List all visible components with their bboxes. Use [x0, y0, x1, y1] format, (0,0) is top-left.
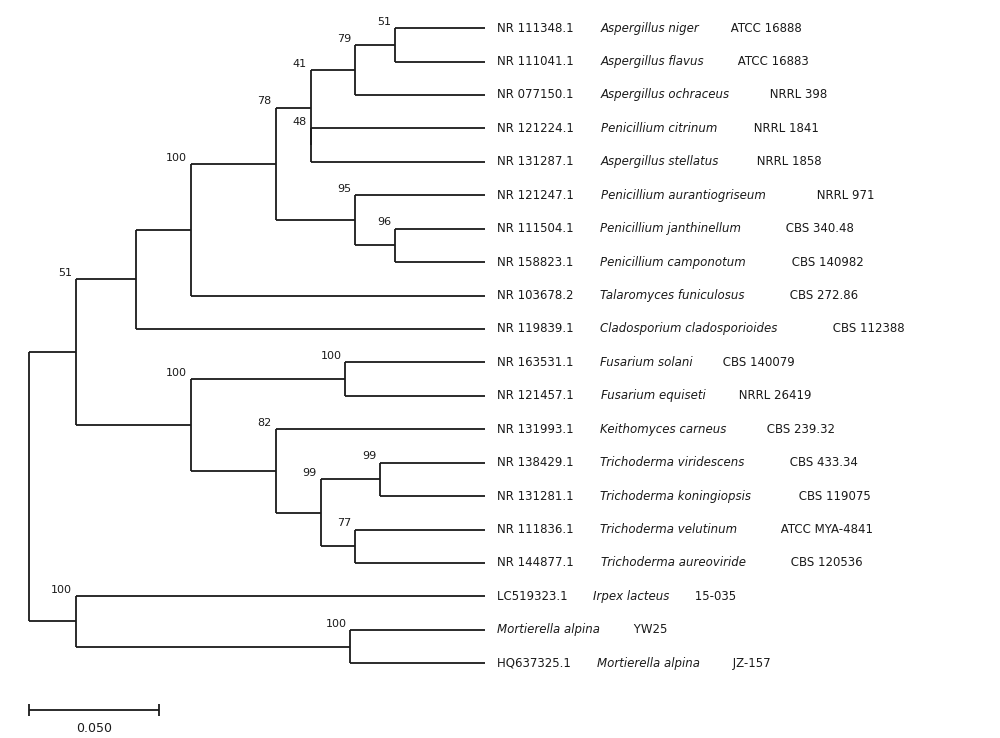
Text: CBS 120536: CBS 120536 [787, 556, 863, 570]
Text: CBS 433.34: CBS 433.34 [786, 456, 858, 469]
Text: 96: 96 [377, 218, 391, 227]
Text: Keithomyces carneus: Keithomyces carneus [600, 423, 727, 435]
Text: CBS 272.86: CBS 272.86 [786, 289, 858, 302]
Text: Trichoderma koningiopsis: Trichoderma koningiopsis [600, 489, 751, 503]
Text: 100: 100 [325, 618, 346, 629]
Text: 95: 95 [337, 184, 351, 194]
Text: 100: 100 [166, 153, 187, 162]
Text: Irpex lacteus: Irpex lacteus [593, 590, 669, 603]
Text: Mortierella alpina: Mortierella alpina [497, 624, 600, 636]
Text: NR 131281.1: NR 131281.1 [497, 489, 577, 503]
Text: CBS 140079: CBS 140079 [719, 356, 795, 369]
Text: NR 111348.1: NR 111348.1 [497, 21, 577, 35]
Text: 51: 51 [58, 268, 72, 278]
Text: NR 111836.1: NR 111836.1 [497, 523, 577, 536]
Text: NRRL 1841: NRRL 1841 [750, 122, 819, 135]
Text: 77: 77 [337, 518, 351, 528]
Text: NRRL 971: NRRL 971 [813, 189, 874, 201]
Text: 100: 100 [51, 585, 72, 595]
Text: 99: 99 [302, 468, 317, 478]
Text: Fusarium equiseti: Fusarium equiseti [601, 390, 705, 402]
Text: CBS 112388: CBS 112388 [829, 323, 904, 336]
Text: Aspergillus flavus: Aspergillus flavus [601, 55, 704, 68]
Text: ATCC 16883: ATCC 16883 [734, 55, 809, 68]
Text: NR 131993.1: NR 131993.1 [497, 423, 577, 435]
Text: Trichoderma velutinum: Trichoderma velutinum [600, 523, 738, 536]
Text: 100: 100 [320, 351, 341, 361]
Text: 41: 41 [292, 58, 307, 69]
Text: Trichoderma viridescens: Trichoderma viridescens [600, 456, 745, 469]
Text: CBS 119075: CBS 119075 [795, 489, 870, 503]
Text: NR 138429.1: NR 138429.1 [497, 456, 577, 469]
Text: 48: 48 [292, 117, 307, 127]
Text: CBS 340.48: CBS 340.48 [782, 222, 854, 235]
Text: Penicillium camponotum: Penicillium camponotum [600, 255, 746, 269]
Text: ATCC MYA-4841: ATCC MYA-4841 [777, 523, 873, 536]
Text: Trichoderma aureoviride: Trichoderma aureoviride [601, 556, 746, 570]
Text: CBS 239.32: CBS 239.32 [763, 423, 835, 435]
Text: Mortierella alpina: Mortierella alpina [597, 657, 700, 670]
Text: 100: 100 [166, 368, 187, 378]
Text: 51: 51 [377, 17, 391, 27]
Text: NR 158823.1: NR 158823.1 [497, 255, 577, 269]
Text: Aspergillus ochraceus: Aspergillus ochraceus [600, 89, 729, 102]
Text: CBS 140982: CBS 140982 [788, 255, 863, 269]
Text: LC519323.1: LC519323.1 [497, 590, 571, 603]
Text: 82: 82 [257, 418, 272, 428]
Text: Penicillium aurantiogriseum: Penicillium aurantiogriseum [601, 189, 766, 201]
Text: NR 077150.1: NR 077150.1 [497, 89, 577, 102]
Text: JZ-157: JZ-157 [729, 657, 771, 670]
Text: 0.050: 0.050 [76, 722, 112, 735]
Text: Aspergillus niger: Aspergillus niger [600, 21, 699, 35]
Text: NR 121247.1: NR 121247.1 [497, 189, 578, 201]
Text: Cladosporium cladosporioides: Cladosporium cladosporioides [600, 323, 778, 336]
Text: NR 111041.1: NR 111041.1 [497, 55, 578, 68]
Text: NR 121457.1: NR 121457.1 [497, 390, 578, 402]
Text: Penicillium janthinellum: Penicillium janthinellum [600, 222, 741, 235]
Text: YW25: YW25 [630, 624, 667, 636]
Text: 78: 78 [257, 96, 272, 106]
Text: 79: 79 [337, 33, 351, 44]
Text: 99: 99 [362, 452, 376, 461]
Text: NR 103678.2: NR 103678.2 [497, 289, 577, 302]
Text: NRRL 26419: NRRL 26419 [735, 390, 812, 402]
Text: Talaromyces funiculosus: Talaromyces funiculosus [600, 289, 745, 302]
Text: 15-035: 15-035 [691, 590, 736, 603]
Text: Penicillium citrinum: Penicillium citrinum [601, 122, 717, 135]
Text: NR 163531.1: NR 163531.1 [497, 356, 577, 369]
Text: Aspergillus stellatus: Aspergillus stellatus [600, 155, 719, 168]
Text: NR 144877.1: NR 144877.1 [497, 556, 578, 570]
Text: NR 121224.1: NR 121224.1 [497, 122, 578, 135]
Text: HQ637325.1: HQ637325.1 [497, 657, 575, 670]
Text: NR 131287.1: NR 131287.1 [497, 155, 577, 168]
Text: ATCC 16888: ATCC 16888 [727, 21, 802, 35]
Text: NRRL 398: NRRL 398 [766, 89, 828, 102]
Text: NRRL 1858: NRRL 1858 [753, 155, 821, 168]
Text: NR 111504.1: NR 111504.1 [497, 222, 577, 235]
Text: NR 119839.1: NR 119839.1 [497, 323, 577, 336]
Text: Fusarium solani: Fusarium solani [600, 356, 693, 369]
